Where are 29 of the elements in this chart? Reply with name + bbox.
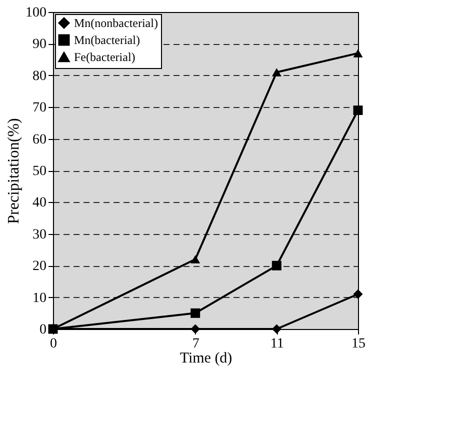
x-axis-title: Time (d) (180, 350, 232, 366)
x-tick-label: 15 (352, 336, 366, 352)
legend-label: Fe(bacterial) (74, 50, 136, 64)
y-tick-label: 100 (26, 6, 46, 20)
point (272, 324, 282, 334)
x-tick-label: 0 (50, 336, 57, 352)
point (190, 308, 200, 318)
y-tick-label: 10 (32, 290, 46, 306)
point (353, 289, 363, 299)
y-axis-title: Precipitation(%) (6, 118, 22, 224)
point (272, 260, 282, 270)
y-tick-label: 30 (32, 227, 46, 242)
point (190, 324, 200, 334)
legend-label: Mn(bacterial) (74, 33, 140, 47)
legend-label: Mn(nonbacterial) (74, 16, 158, 30)
x-tick-label: 11 (270, 336, 284, 352)
y-tick-label: 70 (32, 100, 46, 116)
y-tick-label: 50 (32, 164, 46, 179)
point (353, 49, 363, 58)
point (272, 68, 282, 76)
y-tick-label: 60 (32, 132, 46, 148)
y-tick-label: 20 (32, 259, 46, 274)
y-tick-label: 40 (32, 196, 46, 211)
y-tick-label: 0 (40, 322, 46, 338)
point (353, 106, 363, 116)
point (190, 255, 200, 264)
x-tick-label: 7 (192, 336, 200, 352)
y-tick-label: 90 (32, 37, 46, 52)
y-tick-label: 80 (32, 68, 46, 84)
